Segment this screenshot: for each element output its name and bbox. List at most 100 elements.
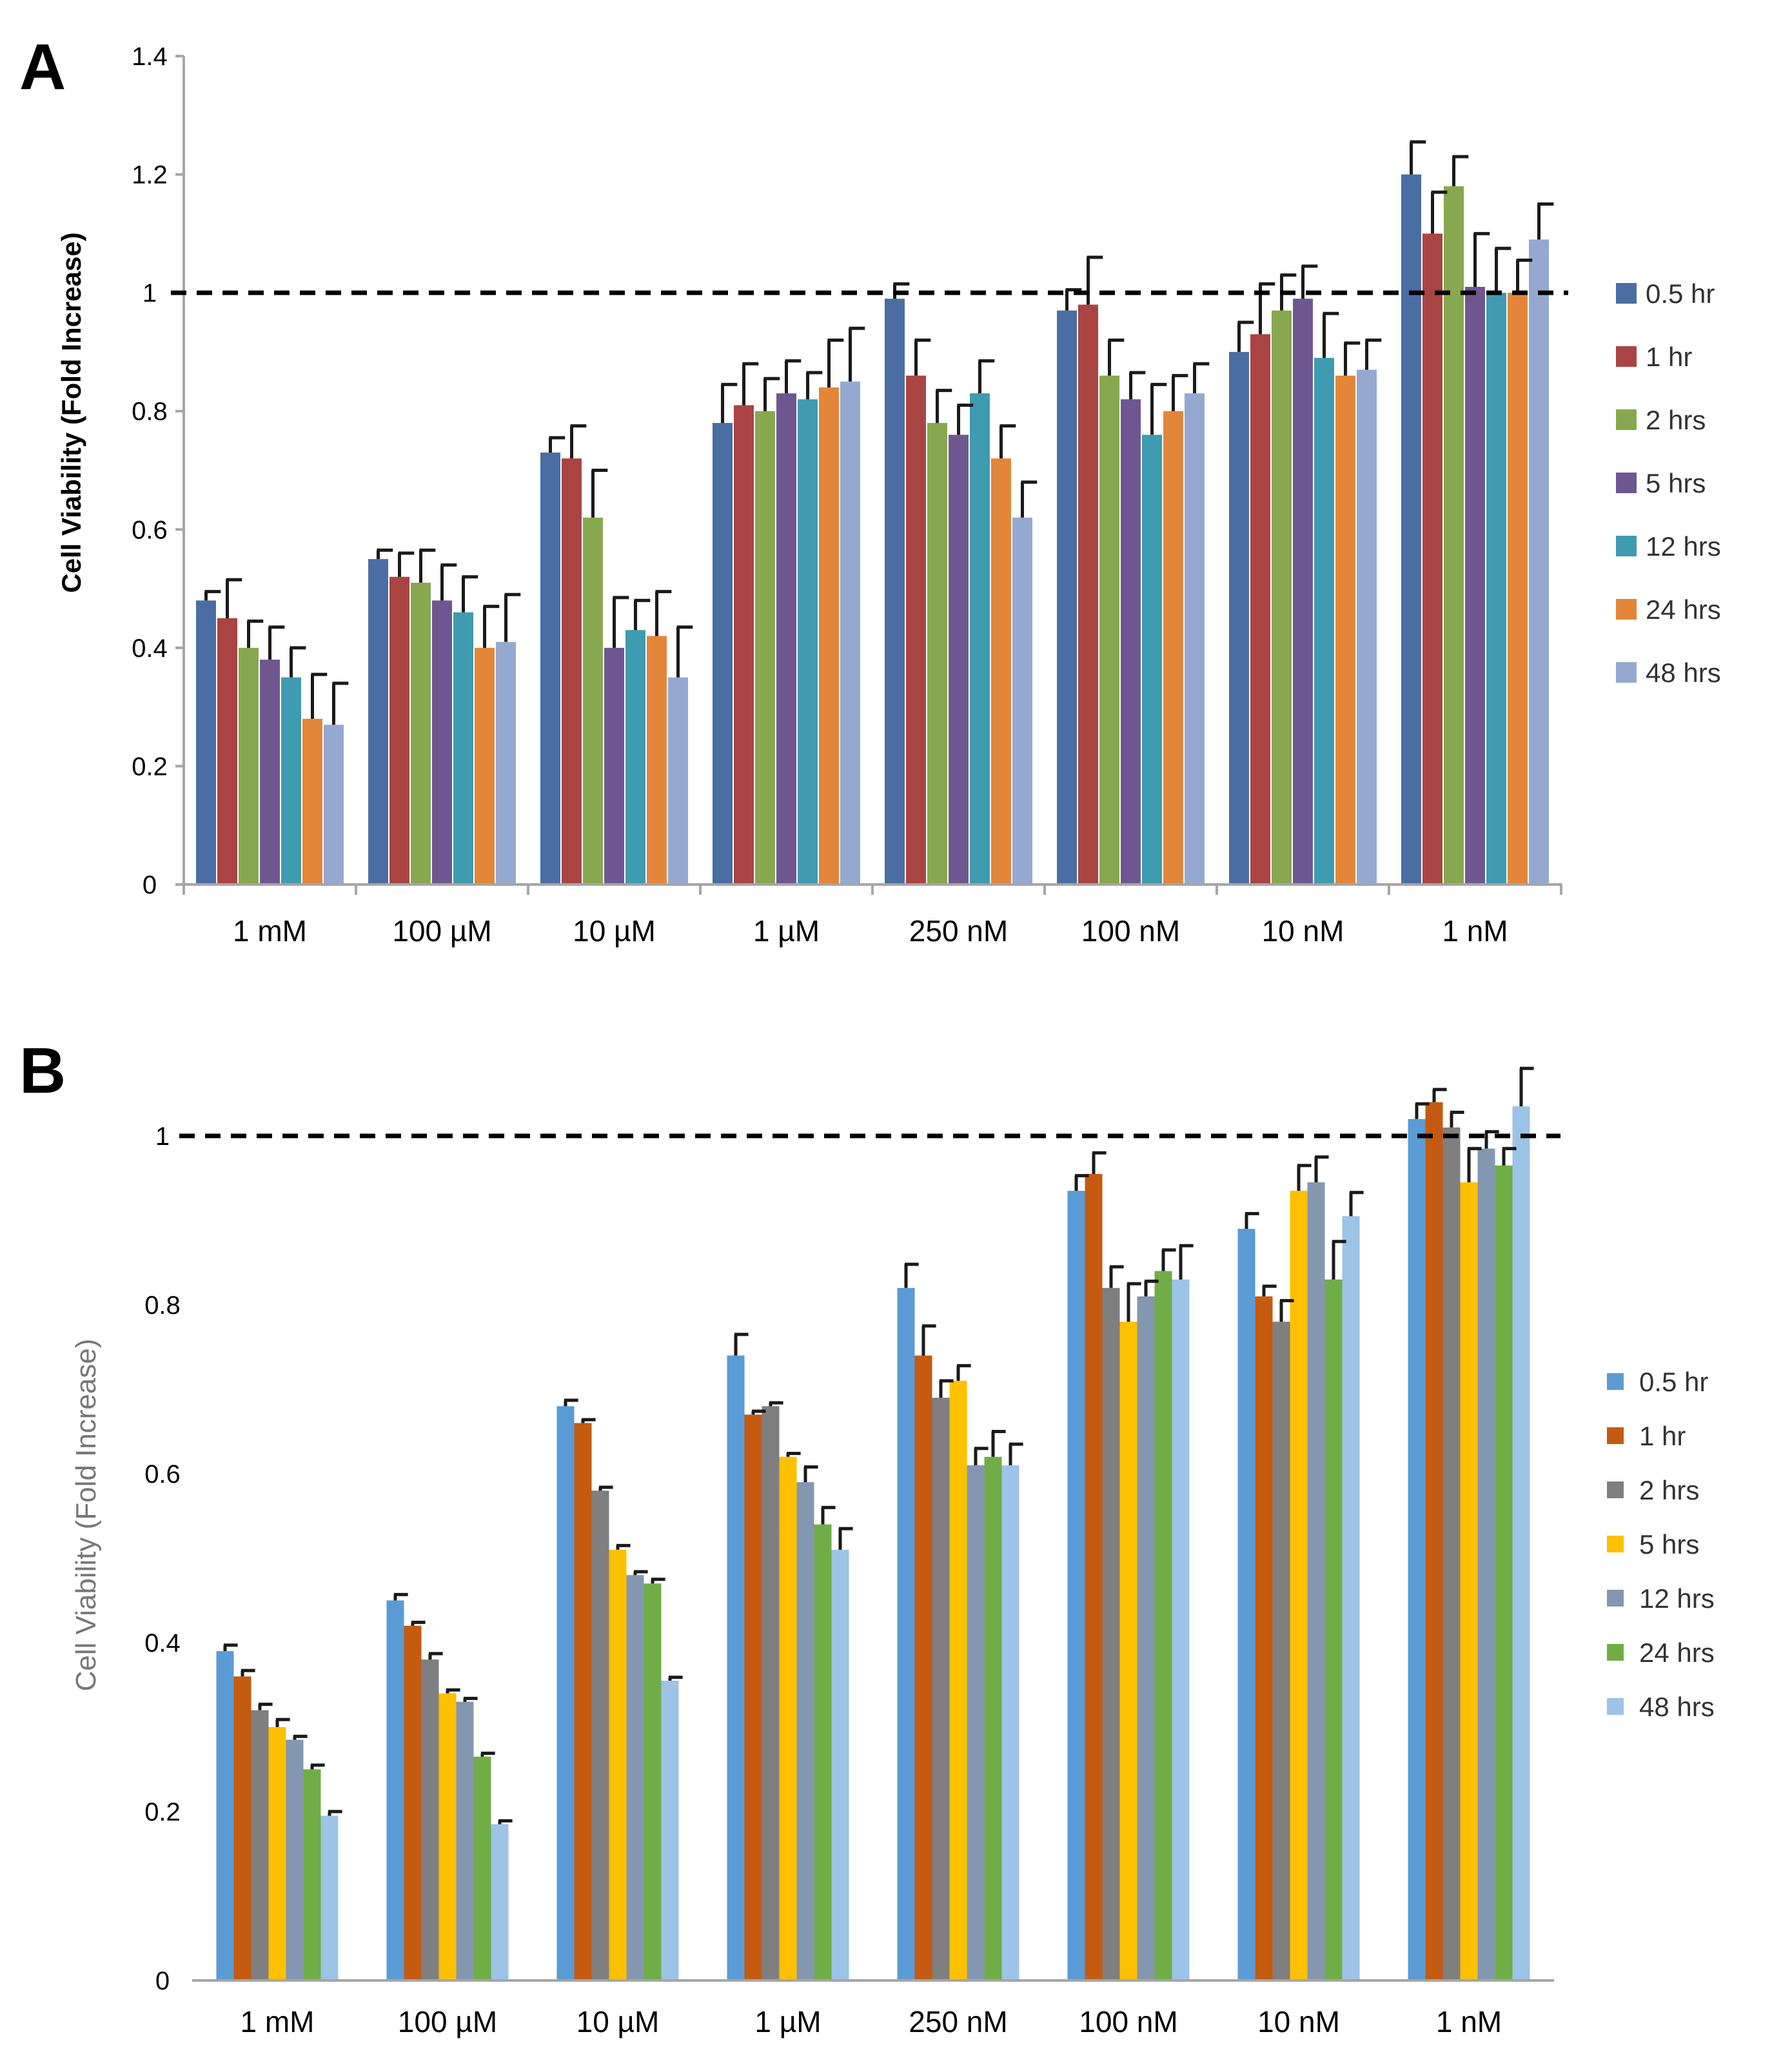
panel-b-bar (1102, 1287, 1120, 1980)
panel-a-x-tick-label: 10 µM (573, 914, 656, 948)
panel-b-error-bar (258, 1703, 273, 1710)
panel-b-error-bar (310, 1763, 325, 1770)
panel-a-error-bar (419, 548, 436, 583)
panel-b-error-bar (1092, 1151, 1107, 1174)
panel-b-legend-swatch (1607, 1373, 1624, 1390)
panel-b-legend-swatch (1607, 1536, 1624, 1552)
panel-b-bar (251, 1710, 269, 1980)
panel-b-bar (386, 1600, 404, 1980)
panel-b-bar (556, 1406, 575, 1980)
panel-b-x-tick-label: 10 µM (576, 2005, 660, 2038)
panel-a-legend-swatch (1616, 536, 1637, 556)
panel-a-bar (906, 375, 926, 885)
panel-a-bar (1012, 517, 1032, 885)
panel-b-bar (1324, 1279, 1343, 1980)
panel-a-error-bar (311, 672, 328, 719)
panel-a-bar (239, 647, 259, 885)
panel-a-bar (970, 393, 990, 885)
panel-a-error-bar (936, 389, 952, 424)
panel-a-legend-swatch (1616, 409, 1637, 430)
panel-b-legend-label: 1 hr (1639, 1421, 1686, 1451)
panel-a-legend-swatch (1616, 599, 1637, 620)
panel-a-bar (389, 576, 409, 885)
panel-a-y-tick-label: 1.2 (132, 161, 168, 190)
panel-a-error-bar (634, 598, 651, 630)
panel-a-y-tick-label: 1.4 (132, 43, 168, 71)
panel-a-bar (1078, 304, 1098, 885)
panel-a-error-bar (914, 338, 931, 376)
panel-a-bar (604, 647, 624, 885)
panel-a-legend-label: 48 hrs (1646, 658, 1721, 688)
panel-a-bar (1057, 310, 1077, 885)
panel-b-bar (727, 1355, 745, 1980)
panel-b-error-bar (1262, 1284, 1277, 1296)
panel-a-error-bar (204, 590, 221, 601)
panel-a-bar (625, 630, 645, 885)
panel-a-bar (1423, 233, 1442, 885)
panel-b-error-bar (446, 1688, 460, 1694)
panel-b-bar (320, 1815, 339, 1980)
panel-b-error-bar (838, 1527, 853, 1550)
panel-b-error-bar (463, 1696, 478, 1702)
panel-a-error-bar (1473, 231, 1490, 287)
panel-b-error-bar (1432, 1088, 1447, 1102)
panel-a-error-bar (1237, 320, 1254, 352)
panel-b-error-bar (1519, 1066, 1534, 1107)
panel-a-error-bar (827, 338, 844, 387)
panel-a-error-bar (591, 469, 608, 518)
panel-b-bar (661, 1680, 679, 1980)
panel-b-error-bar (633, 1570, 648, 1576)
panel-a-y-tick-label: 0 (143, 871, 157, 899)
panel-b-error-bar (223, 1643, 238, 1652)
panel-a-bar (1229, 351, 1249, 885)
panel-b-bar (438, 1693, 457, 1980)
panel-a-error-bar (1065, 288, 1082, 311)
panel-a-error-bar (957, 404, 974, 435)
panel-a-y-tick-label: 0.2 (132, 752, 168, 781)
panel-b-bar (404, 1625, 422, 1980)
panel-a-error-bar (247, 620, 264, 648)
panel-b-x-tick-label: 100 µM (398, 2005, 497, 2038)
panel-b-error-bar (393, 1592, 408, 1601)
panel-b-bar (644, 1583, 662, 1980)
panel-a-bar (1508, 293, 1528, 885)
panel-a-error-bar (1021, 480, 1038, 518)
panel-b-bar (1119, 1322, 1137, 1980)
panel-a-bar (196, 600, 216, 885)
panel-b-bar (796, 1482, 814, 1980)
panel-b-error-bar (734, 1333, 749, 1356)
panel-a-error-bar (1172, 374, 1188, 411)
panel-b-bar (1512, 1106, 1530, 1980)
panel-a-bar (1401, 174, 1421, 885)
panel-b-bar (1137, 1296, 1155, 1980)
panel-a-error-bar (1193, 362, 1210, 394)
panel-b-bar (1342, 1216, 1360, 1980)
panel-b-bar (421, 1659, 439, 1980)
panel-a-error-bar (849, 326, 865, 382)
panel-b-y-axis-label: Cell Viability (Fold Increase) (70, 1339, 102, 1692)
panel-a-bar (755, 411, 775, 885)
panel-a-error-bar (440, 563, 457, 601)
panel-a-bar (496, 641, 516, 885)
panel-a-x-tick-label: 1 µM (753, 914, 820, 948)
panel-b-legend-swatch (1607, 1481, 1624, 1498)
panel-b-error-bar (428, 1652, 443, 1660)
panel-a-error-bar (613, 596, 629, 648)
panel-a-x-tick-label: 100 nM (1081, 914, 1180, 948)
panel-a-bar (927, 423, 947, 885)
panel-b-bar (1154, 1271, 1172, 1980)
panel-a-bar (1357, 369, 1377, 885)
panel-a-error-bar (978, 359, 995, 394)
panel-a-x-tick-label: 1 nM (1442, 914, 1508, 948)
panel-b-error-bar (598, 1485, 613, 1491)
panel-b-legend-label: 0.5 hr (1639, 1367, 1708, 1397)
panel-a-error-bar (785, 359, 802, 394)
panel-b-bar (1477, 1148, 1495, 1980)
panel-a-bar (1121, 399, 1141, 885)
panel-a-x-tick-label: 1 mM (233, 914, 307, 948)
panel-b-y-tick-label: 0.6 (144, 1460, 181, 1489)
panel-a-legend-swatch (1616, 473, 1637, 493)
panel-b-bar (473, 1756, 491, 1980)
panel-b-bar (1290, 1191, 1308, 1980)
panel-b-bar (233, 1676, 251, 1980)
